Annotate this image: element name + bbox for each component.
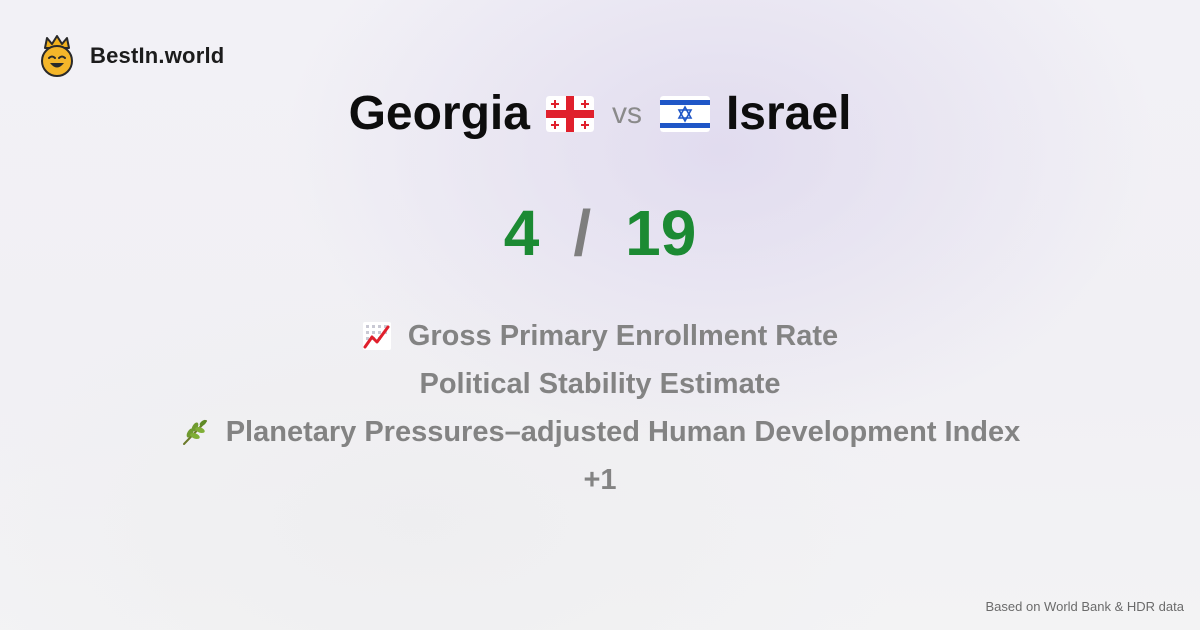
- right-score: 19: [625, 197, 697, 269]
- metric-label: Political Stability Estimate: [419, 367, 781, 400]
- score-display: 4 / 19: [0, 196, 1200, 270]
- brand[interactable]: BestIn.world: [38, 34, 224, 78]
- crown-smiley-icon: [41, 35, 73, 77]
- data-source-note: Based on World Bank & HDR data: [985, 599, 1184, 614]
- herb-icon: [182, 419, 207, 445]
- metric-item: Planetary Pressures–adjusted Human Devel…: [180, 408, 1021, 456]
- left-score: 4: [503, 197, 540, 269]
- versus-label: vs: [611, 96, 642, 130]
- metric-label: Planetary Pressures–adjusted Human Devel…: [225, 415, 1021, 448]
- metric-list: Gross Primary Enrollment Rate Political …: [0, 312, 1200, 504]
- georgia-flag-icon: [545, 95, 594, 132]
- left-country-name: Georgia: [348, 87, 530, 140]
- metric-item: Political Stability Estimate: [420, 360, 781, 408]
- metric-label: +1: [583, 463, 617, 496]
- more-metrics-count: +1: [583, 456, 616, 504]
- israel-flag-icon: [659, 95, 710, 132]
- metric-label: Gross Primary Enrollment Rate: [407, 319, 839, 352]
- comparison-title: Georgia vs Israel: [0, 86, 1200, 141]
- score-divider: /: [573, 197, 592, 269]
- brand-name: BestIn.world: [90, 43, 225, 68]
- metric-item: Gross Primary Enrollment Rate: [362, 312, 838, 360]
- right-country-name: Israel: [725, 87, 852, 140]
- chart-increasing-icon: [362, 322, 391, 350]
